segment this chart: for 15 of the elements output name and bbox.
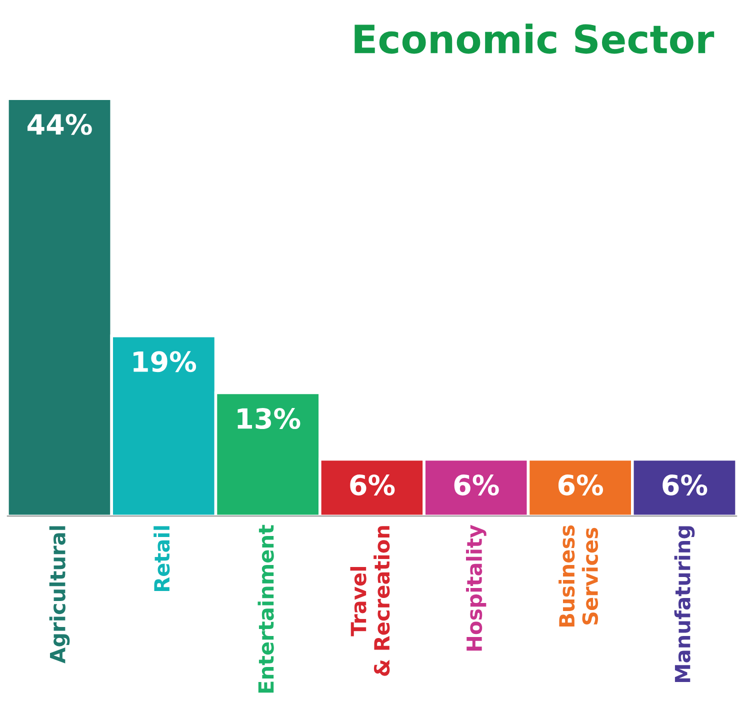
data-label: 44%	[28, 114, 92, 135]
x-tick-label: Manufaturing	[674, 526, 695, 682]
x-tick-label: Travel & Recreation	[350, 526, 390, 676]
data-label: 6%	[454, 474, 499, 496]
data-label: 19%	[134, 351, 196, 372]
x-tick-label: Hospitality	[466, 524, 486, 651]
x-tick-label: Agricultural	[49, 526, 70, 664]
x-tick-label: Retail	[154, 526, 170, 592]
data-label: 6%	[558, 474, 604, 496]
data-label: 6%	[350, 474, 395, 496]
x-tick-label: Entertainment	[258, 524, 274, 693]
data-label: 13%	[238, 408, 300, 430]
x-tick-label: Business Services	[558, 525, 598, 627]
chart-title: Economic Sector	[354, 24, 714, 54]
data-label: 6%	[662, 474, 708, 496]
